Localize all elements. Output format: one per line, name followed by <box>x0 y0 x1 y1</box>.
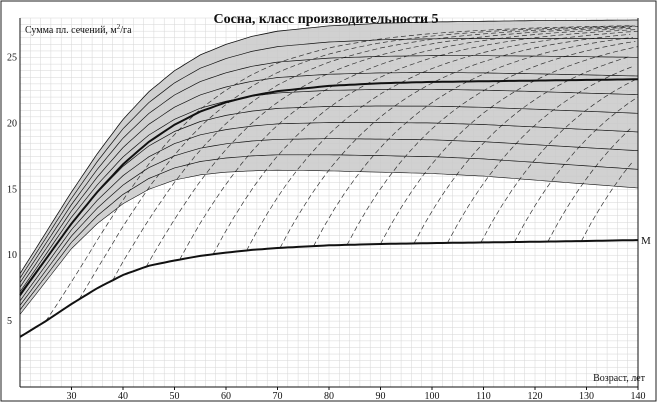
dashed-curve <box>112 26 639 281</box>
x-tick-label: 50 <box>170 391 180 402</box>
thin-curve <box>19 154 639 311</box>
series-layer: M <box>19 78 651 338</box>
dashed-curve <box>346 40 636 246</box>
band-lower-edge <box>19 169 639 315</box>
dashed-curve <box>145 27 631 267</box>
x-tick-label: 90 <box>376 391 386 402</box>
x-tick-label: 30 <box>67 391 77 402</box>
dashed-curve <box>480 79 636 243</box>
dashed-curve <box>581 161 634 242</box>
thin-curve <box>19 122 639 302</box>
y-axis-title-suffix: /га <box>120 25 132 36</box>
x-tick-label: 40 <box>118 391 128 402</box>
thin-curve-layer <box>19 19 639 315</box>
y-tick-label: 20 <box>7 118 17 129</box>
chart-title: Сосна, класс производительности 5 <box>213 12 438 27</box>
ticks-layer: 30 40 50 60 70 80 90 100 110 120 130 140 5 10 15 20 25 <box>7 53 646 402</box>
dashed-curve <box>279 33 631 248</box>
thin-curve <box>19 38 638 279</box>
dashed-curve <box>514 96 639 243</box>
band-upper-edge <box>19 19 638 274</box>
dashed-curve <box>547 128 631 242</box>
thin-curve <box>19 138 639 306</box>
dashed-curve <box>78 25 636 300</box>
y-axis-title: Сумма пл. сечений, м2/га <box>25 23 132 36</box>
y-tick-label: 10 <box>7 250 17 261</box>
dashed-curve <box>246 30 639 251</box>
x-tick-label: 120 <box>528 391 543 402</box>
y-tick-label: 15 <box>7 184 17 195</box>
dashed-curve <box>313 36 633 247</box>
thin-curve <box>19 88 639 292</box>
thin-curve <box>19 72 639 288</box>
y-axis-title-main: Сумма пл. сечений, м <box>25 25 117 36</box>
dashed-layer <box>45 25 639 322</box>
band-layer <box>20 20 638 315</box>
y-axis-title-sup: 2 <box>117 23 121 31</box>
series-label-M: M <box>641 235 651 247</box>
x-tick-label: 110 <box>476 391 491 402</box>
series-line-M <box>19 239 639 338</box>
thin-curve <box>19 105 639 297</box>
x-tick-label: 60 <box>221 391 231 402</box>
x-axis-title: Возраст, лет <box>593 373 646 384</box>
x-tick-label: 130 <box>579 391 594 402</box>
shaded-band <box>20 20 638 315</box>
dashed-curve <box>380 46 639 245</box>
thin-curve <box>19 55 638 283</box>
x-tick-label: 70 <box>273 391 283 402</box>
series-line-main-1 <box>19 78 638 296</box>
x-tick-label: 140 <box>631 391 646 402</box>
x-tick-label: 100 <box>425 391 440 402</box>
x-tick-label: 80 <box>324 391 334 402</box>
y-tick-label: 5 <box>7 316 12 327</box>
y-tick-label: 25 <box>7 53 17 64</box>
dashed-curve <box>413 56 631 244</box>
